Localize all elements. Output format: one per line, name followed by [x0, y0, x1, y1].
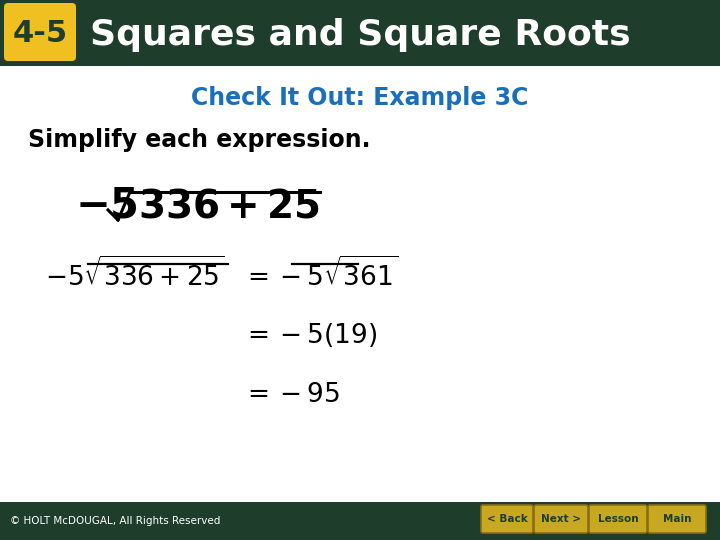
- Text: Main: Main: [662, 514, 691, 524]
- Text: $= -5(19)$: $= -5(19)$: [242, 321, 377, 349]
- Text: Check It Out: Example 3C: Check It Out: Example 3C: [192, 86, 528, 110]
- FancyBboxPatch shape: [4, 3, 76, 61]
- Text: $\mathbf{-5}$: $\mathbf{-5}$: [75, 184, 138, 226]
- Text: $\mathbf{336 + 25}$: $\mathbf{336 + 25}$: [138, 188, 320, 226]
- FancyBboxPatch shape: [648, 505, 706, 533]
- Text: Next >: Next >: [541, 514, 581, 524]
- Text: $= -5\sqrt{361}$: $= -5\sqrt{361}$: [242, 258, 399, 292]
- Text: © HOLT McDOUGAL, All Rights Reserved: © HOLT McDOUGAL, All Rights Reserved: [10, 516, 220, 526]
- Text: < Back: < Back: [487, 514, 527, 524]
- FancyBboxPatch shape: [534, 505, 588, 533]
- FancyBboxPatch shape: [0, 0, 720, 66]
- Text: $= -95$: $= -95$: [242, 382, 340, 408]
- Text: 4-5: 4-5: [12, 18, 68, 48]
- FancyBboxPatch shape: [589, 505, 647, 533]
- Text: $-5\sqrt{336 + 25}$: $-5\sqrt{336 + 25}$: [45, 258, 225, 292]
- Text: Squares and Square Roots: Squares and Square Roots: [90, 18, 631, 52]
- FancyBboxPatch shape: [481, 505, 533, 533]
- FancyBboxPatch shape: [0, 502, 720, 540]
- Text: Simplify each expression.: Simplify each expression.: [28, 128, 371, 152]
- Text: Lesson: Lesson: [598, 514, 639, 524]
